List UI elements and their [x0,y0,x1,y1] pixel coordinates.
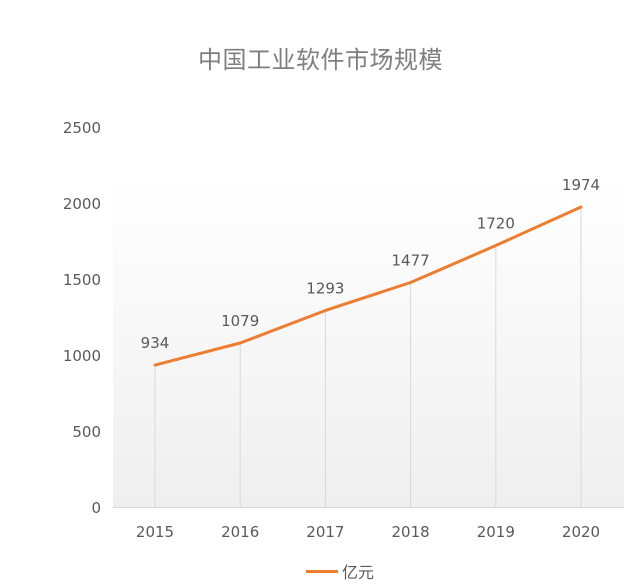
data-label: 1974 [562,176,600,194]
gridlines [154,206,582,507]
data-label: 1477 [392,251,430,269]
legend-line-icon [306,569,338,573]
x-axis-ticks: 2015 2016 2017 2018 2019 2020 [136,523,600,541]
x-tick-label: 2016 [221,523,259,541]
plot-area [113,175,624,507]
y-tick-label: 2500 [63,119,101,137]
legend: 亿元 [306,559,374,583]
data-label: 1720 [477,215,515,233]
x-tick-label: 2020 [562,523,600,541]
x-tick-label: 2018 [392,523,430,541]
x-tick-label: 2019 [477,523,515,541]
x-tick-label: 2015 [136,523,174,541]
chart-title: 中国工业软件市场规模 [198,46,443,74]
y-tick-label: 1500 [63,271,101,289]
data-label: 934 [141,334,170,352]
y-tick-label: 2000 [63,195,101,213]
x-tick-label: 2017 [306,523,344,541]
data-labels: 934 1079 1293 1477 1720 1974 [141,176,600,352]
data-label: 1293 [306,279,344,297]
series-line-yiyuan [153,205,583,367]
legend-label: 亿元 [342,563,375,582]
y-axis-ticks: 0 500 1000 1500 2000 2500 [63,119,101,517]
y-tick-label: 0 [91,499,101,517]
data-label: 1079 [221,312,259,330]
y-tick-label: 1000 [63,347,101,365]
y-tick-label: 500 [72,423,101,441]
